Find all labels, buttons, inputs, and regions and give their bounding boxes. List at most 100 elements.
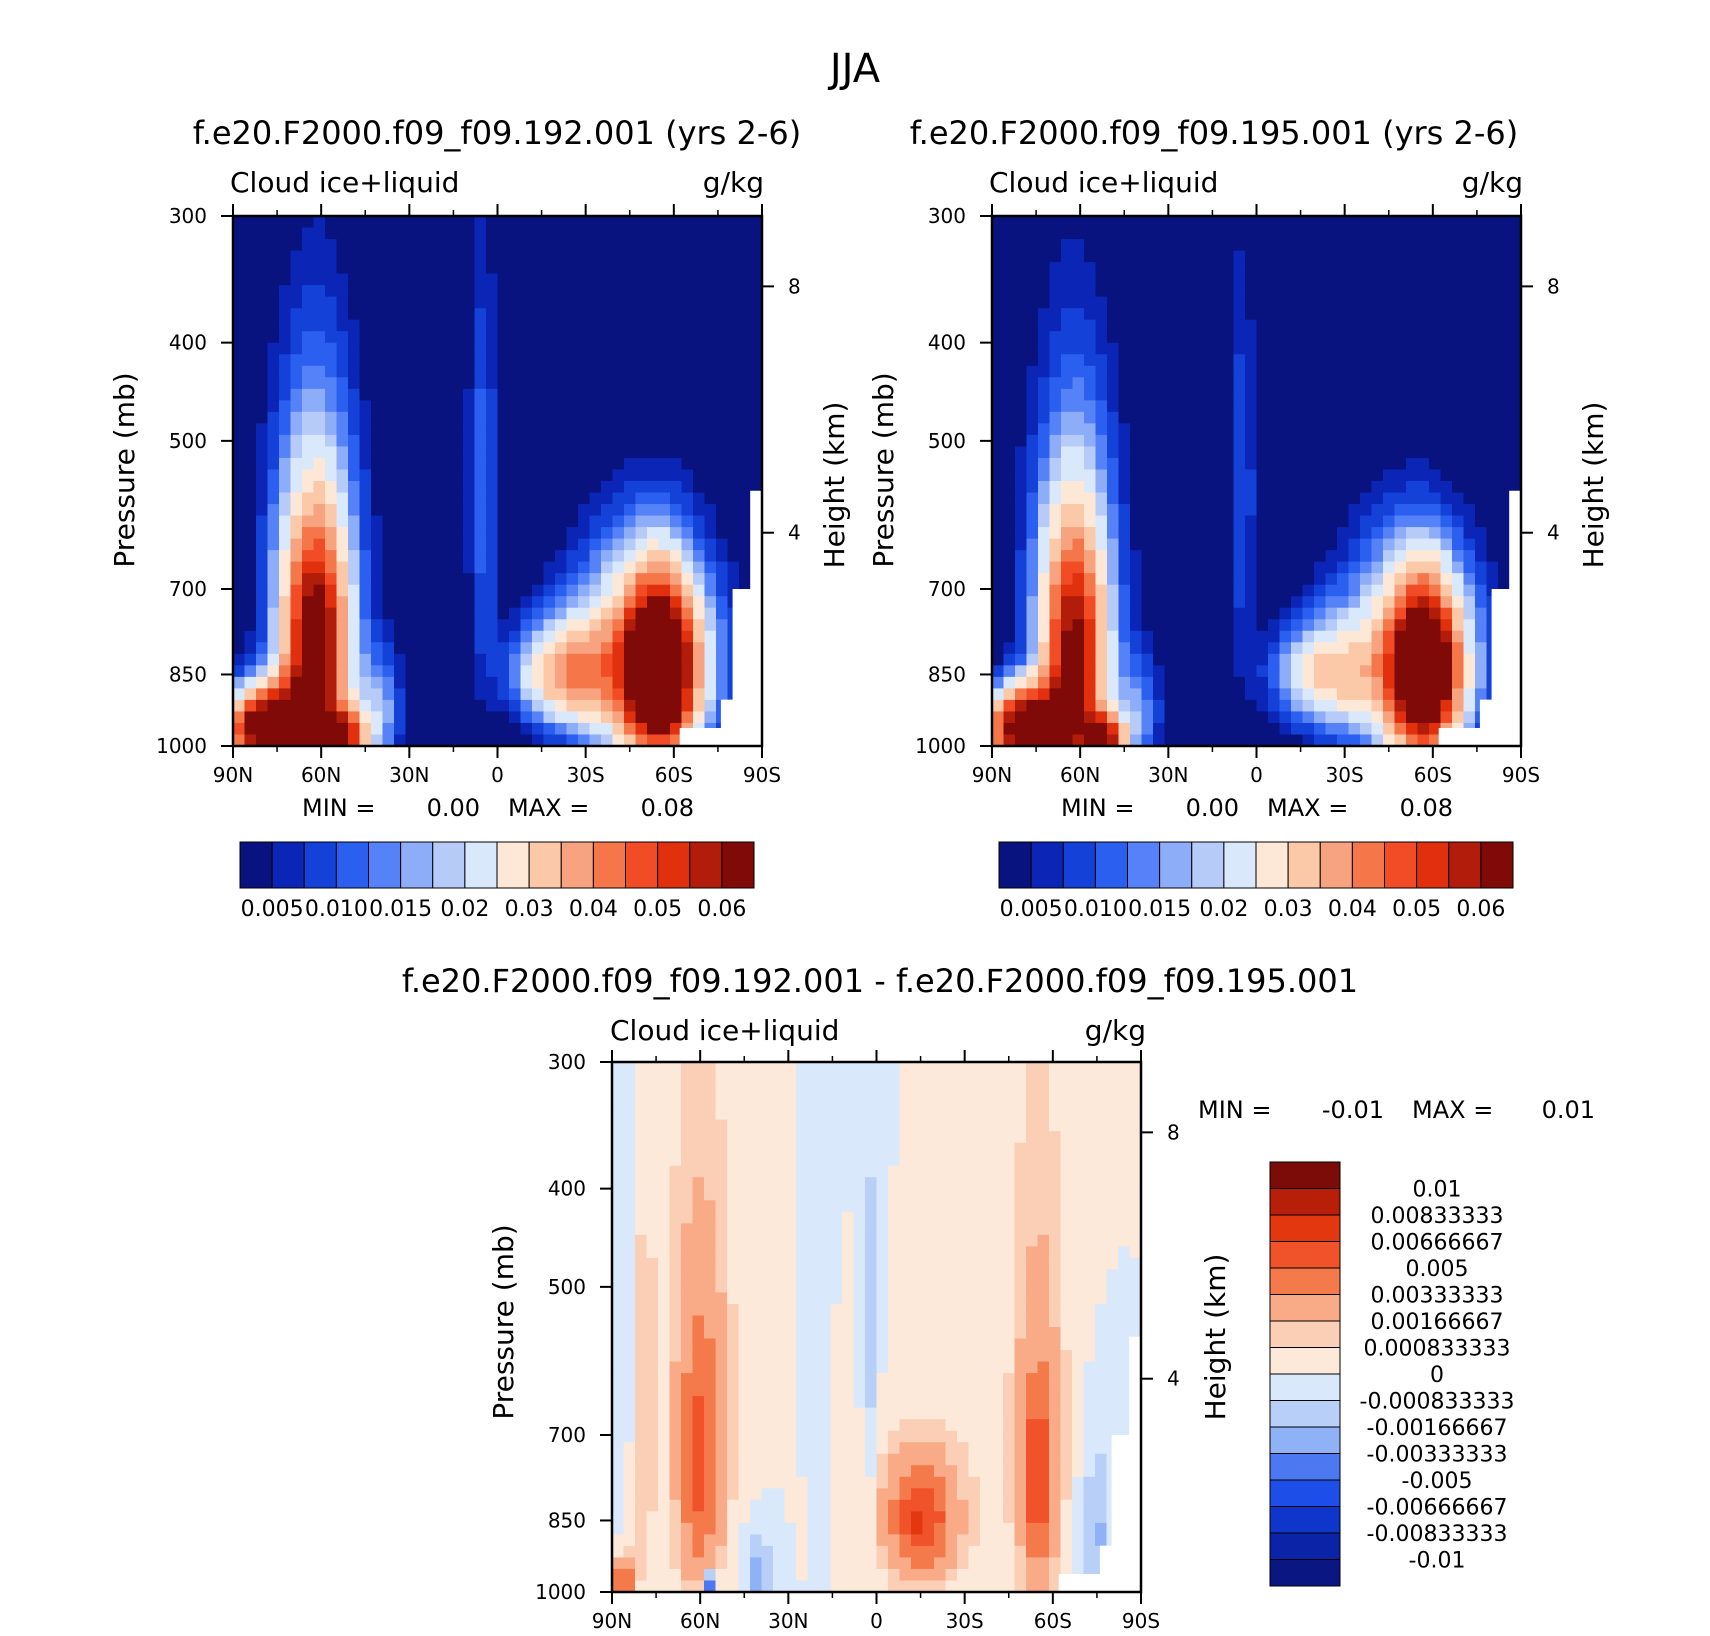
contour-cell [1325,619,1338,632]
contour-cell [290,688,303,701]
contour-cell [417,676,430,689]
contour-cell [463,630,476,643]
contour-cell [1210,722,1223,736]
contour-cell [474,216,487,229]
contour-cell [1279,699,1292,713]
contour-cell [1360,354,1373,367]
contour-cell [1015,285,1028,298]
contour-cell [486,365,499,378]
contour-cell [624,388,637,401]
contour-cell [1038,504,1051,517]
contour-cell [658,630,671,643]
contour-cell [1463,411,1476,424]
contour-cell [1279,653,1292,666]
contour-cell [520,492,533,505]
contour-cell [279,319,292,332]
contour-cell [796,1062,809,1075]
contour-cell [336,319,349,332]
contour-cell [1302,596,1315,609]
contour-cell [1291,319,1304,332]
contour-cell [336,561,349,574]
contour-cell [1176,400,1189,413]
contour-cell [290,250,303,263]
contour-cell [1015,262,1028,275]
contour-cell [899,1062,912,1075]
contour-cell [1383,538,1396,551]
contour-cell [1302,527,1315,540]
contour-cell [991,1188,1004,1201]
contour-cell [267,607,280,620]
contour-cell [727,1073,740,1086]
contour-cell [1199,457,1212,471]
contour-cell [1072,1085,1085,1098]
contour-cell [1302,423,1315,436]
contour-cell [394,342,407,355]
contour-cell [325,285,338,298]
contour-cell [371,400,384,413]
contour-cell [1291,630,1304,643]
contour-cell [693,273,706,286]
contour-cell [1199,676,1212,689]
contour-cell [382,423,395,436]
contour-cell [371,642,384,655]
contour-cell [1222,504,1235,517]
contour-cell [1061,550,1074,563]
contour-cell [1417,619,1430,632]
contour-cell [647,239,660,252]
contour-cell [853,1119,866,1132]
contour-cell [692,1142,705,1155]
contour-cell [865,1142,878,1155]
contour-cell [1026,538,1039,551]
contour-cell [566,446,579,459]
contour-cell [1026,492,1039,505]
contour-cell [543,331,556,344]
contour-cell [761,1131,774,1144]
contour-cell [1371,239,1384,252]
contour-cell [624,331,637,344]
contour-cell [1176,584,1189,597]
contour-cell [681,273,694,286]
contour-cell [1268,250,1281,263]
contour-cell [1463,630,1476,643]
contour-cell [543,262,556,275]
contour-cell [566,388,579,401]
contour-cell [1222,573,1235,586]
contour-cell [1049,296,1062,309]
contour-cell [1061,688,1074,701]
contour-cell [992,596,1005,609]
contour-cell [1348,354,1361,367]
contour-cell [773,1096,786,1109]
contour-cell [1095,1119,1108,1132]
colorbar-label: 0.02 [440,897,489,922]
contour-cell [992,388,1005,401]
contour-cell [1268,457,1281,471]
contour-cell [681,423,694,436]
contour-cell [1498,434,1511,448]
contour-cell [646,1177,659,1190]
contour-cell [727,377,740,390]
contour-cell [382,250,395,263]
contour-cell [394,216,407,229]
contour-cell [670,262,683,275]
contour-cell [543,584,556,597]
contour-cell [1026,527,1039,540]
contour-cell [1325,481,1338,494]
contour-cell [658,411,671,424]
contour-cell [1118,584,1131,597]
contour-cell [394,250,407,263]
contour-cell [348,573,361,586]
contour-cell [1486,434,1499,448]
contour-cell [693,319,706,332]
contour-cell [1107,722,1120,736]
contour-cell [1210,296,1223,309]
contour-cell [1072,377,1085,390]
contour-cell [1314,377,1327,390]
contour-cell [1337,411,1350,424]
contour-cell [589,596,602,609]
contour-cell [1360,688,1373,701]
contour-cell [1129,1119,1142,1132]
contour-cell [256,239,269,252]
contour-cell [1256,619,1269,632]
contour-cell [1026,1154,1039,1167]
contour-cell [428,319,441,332]
